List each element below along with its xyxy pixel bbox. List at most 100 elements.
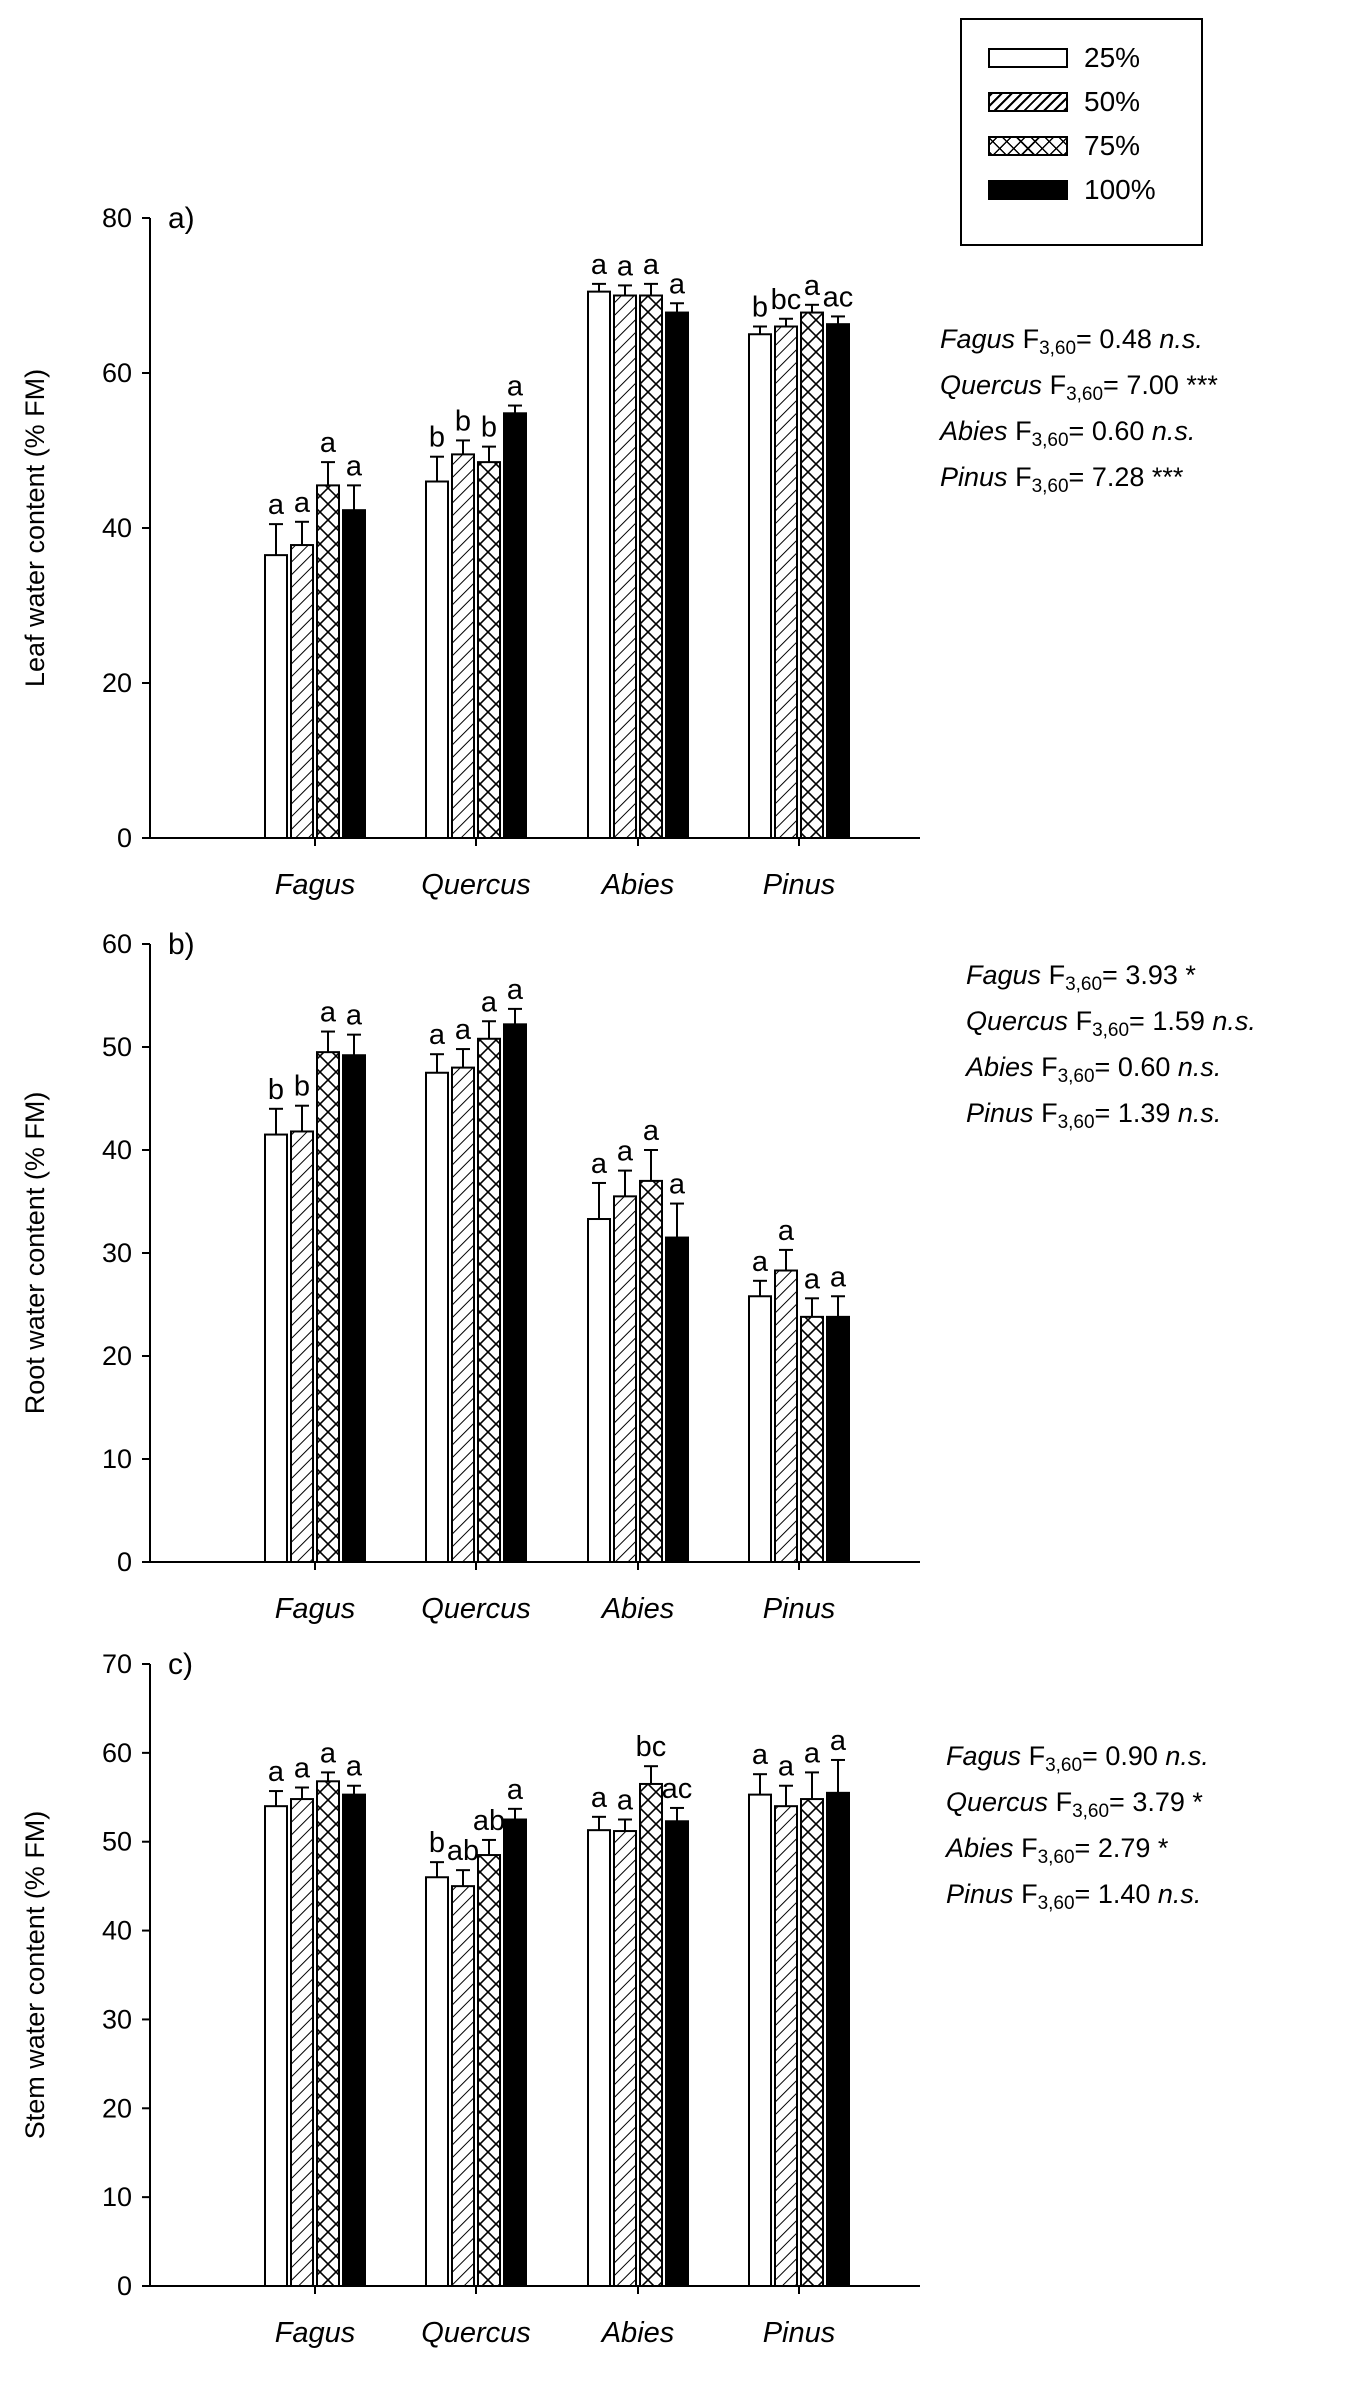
stats-line: Abies F3,60= 0.60 n.s.	[940, 416, 1196, 451]
panel-letter: a)	[168, 202, 195, 235]
significance-letter: a	[481, 986, 498, 1018]
significance-letter: a	[804, 1737, 821, 1769]
significance-letter: b	[455, 405, 471, 437]
legend-item-25: 25%	[988, 38, 1140, 78]
bar	[451, 1066, 475, 1563]
bar	[477, 461, 501, 839]
y-tick-label: 20	[102, 668, 132, 698]
x-tick-label: Quercus	[421, 1593, 531, 1625]
legend-label: 50%	[1084, 86, 1141, 117]
stats-line: Abies F3,60= 2.79 *	[946, 1833, 1169, 1868]
significance-letter: a	[320, 427, 337, 459]
y-tick-label: 70	[102, 1649, 132, 1679]
legend-label: 75%	[1084, 130, 1141, 161]
y-axis-label: Stem water content (% FM)	[20, 1811, 50, 2140]
significance-letter: a	[778, 1751, 795, 1783]
x-tick-label: Fagus	[275, 1593, 356, 1625]
significance-letter: ac	[662, 1773, 693, 1805]
bar	[264, 1133, 288, 1564]
bar	[748, 1295, 772, 1563]
bar	[316, 1051, 340, 1564]
bar	[477, 1037, 501, 1563]
chart-panel-2: 0 10 20 30 40 50 60 Root water content (% FM) b)…	[20, 928, 920, 1625]
legend-item-100: 100%	[988, 170, 1156, 210]
y-tick-label: 60	[102, 1738, 132, 1768]
bar	[342, 1793, 366, 2287]
bar	[800, 311, 824, 839]
bar	[290, 544, 314, 839]
bar	[800, 1315, 824, 1563]
bar	[316, 1780, 340, 2287]
x-tick-label: Pinus	[763, 2317, 836, 2349]
significance-letter: a	[669, 268, 686, 300]
panel-letter: b)	[168, 928, 195, 961]
y-tick-label: 50	[102, 1032, 132, 1062]
bar	[665, 311, 689, 839]
significance-letter: a	[507, 1774, 524, 1806]
x-tick-label: Abies	[600, 869, 675, 901]
bar	[639, 1179, 663, 1564]
legend-swatch-solid	[988, 180, 1068, 200]
significance-letter: a	[617, 1136, 634, 1168]
significance-letter: b	[429, 1827, 445, 1859]
significance-letter: ac	[823, 281, 854, 313]
bar	[425, 1071, 449, 1563]
x-tick-label: Fagus	[275, 2317, 356, 2349]
y-tick-label: 20	[102, 2093, 132, 2123]
significance-letter: a	[669, 1169, 686, 1201]
y-tick-label: 0	[117, 823, 132, 853]
bar	[425, 480, 449, 839]
stats-line: Quercus F3,60= 3.79 *	[946, 1787, 1203, 1822]
stats-line: Quercus F3,60= 1.59 n.s.	[966, 1006, 1256, 1041]
bar	[826, 1315, 850, 1563]
stats-line: Fagus F3,60= 0.48 n.s.	[940, 324, 1203, 359]
x-tick-label: Quercus	[421, 869, 531, 901]
significance-letter: a	[752, 1739, 769, 1771]
significance-letter: a	[268, 489, 285, 521]
stats-line: Fagus F3,60= 0.90 n.s.	[946, 1741, 1209, 1776]
y-tick-label: 80	[102, 203, 132, 233]
bar	[748, 1793, 772, 2287]
significance-letter: a	[507, 371, 524, 403]
legend-label: 100%	[1084, 174, 1156, 205]
significance-letter: b	[268, 1074, 284, 1106]
significance-letter: b	[481, 412, 497, 444]
bar	[264, 1805, 288, 2287]
legend-item-75: 75%	[988, 126, 1140, 166]
stats-line: Fagus F3,60= 3.93 *	[966, 960, 1196, 995]
bar	[503, 1818, 527, 2287]
bar	[613, 1195, 637, 1563]
legend-swatch-cross	[988, 136, 1068, 156]
stats-panel-a: Fagus F3,60= 0.48 n.s. Quercus F3,60= 7.…	[940, 316, 1218, 500]
bar	[800, 1798, 824, 2287]
legend-swatch-open	[988, 48, 1068, 68]
significance-letter: a	[830, 1261, 847, 1293]
y-axis-label: Leaf water content (% FM)	[20, 369, 50, 687]
significance-letter: a	[643, 249, 660, 281]
bar	[826, 323, 850, 839]
significance-letter: a	[752, 1246, 769, 1278]
bar	[316, 484, 340, 839]
significance-letter: a	[429, 1019, 446, 1051]
significance-letter: a	[346, 450, 363, 482]
bar	[290, 1130, 314, 1563]
bar	[748, 333, 772, 839]
significance-letter: ab	[447, 1835, 479, 1867]
bar	[342, 509, 366, 839]
significance-letter: a	[804, 270, 821, 302]
legend-swatch-hatch	[988, 92, 1068, 112]
chart-panel-3: 0 10 20 30 40 50 60 70 Stem water content (% FM)…	[20, 1648, 920, 2349]
bar	[665, 1236, 689, 1564]
y-tick-label: 10	[102, 2182, 132, 2212]
stats-line: Quercus F3,60= 7.00 ***	[940, 370, 1218, 405]
significance-letter: a	[804, 1263, 821, 1295]
legend: 25% 50% 75% 100%	[960, 18, 1203, 246]
bar	[587, 290, 611, 839]
significance-letter: a	[320, 997, 337, 1029]
bar	[639, 1782, 663, 2287]
significance-letter: a	[507, 974, 524, 1006]
x-tick-label: Quercus	[421, 2317, 531, 2349]
legend-item-50: 50%	[988, 82, 1140, 122]
x-tick-label: Abies	[600, 1593, 675, 1625]
